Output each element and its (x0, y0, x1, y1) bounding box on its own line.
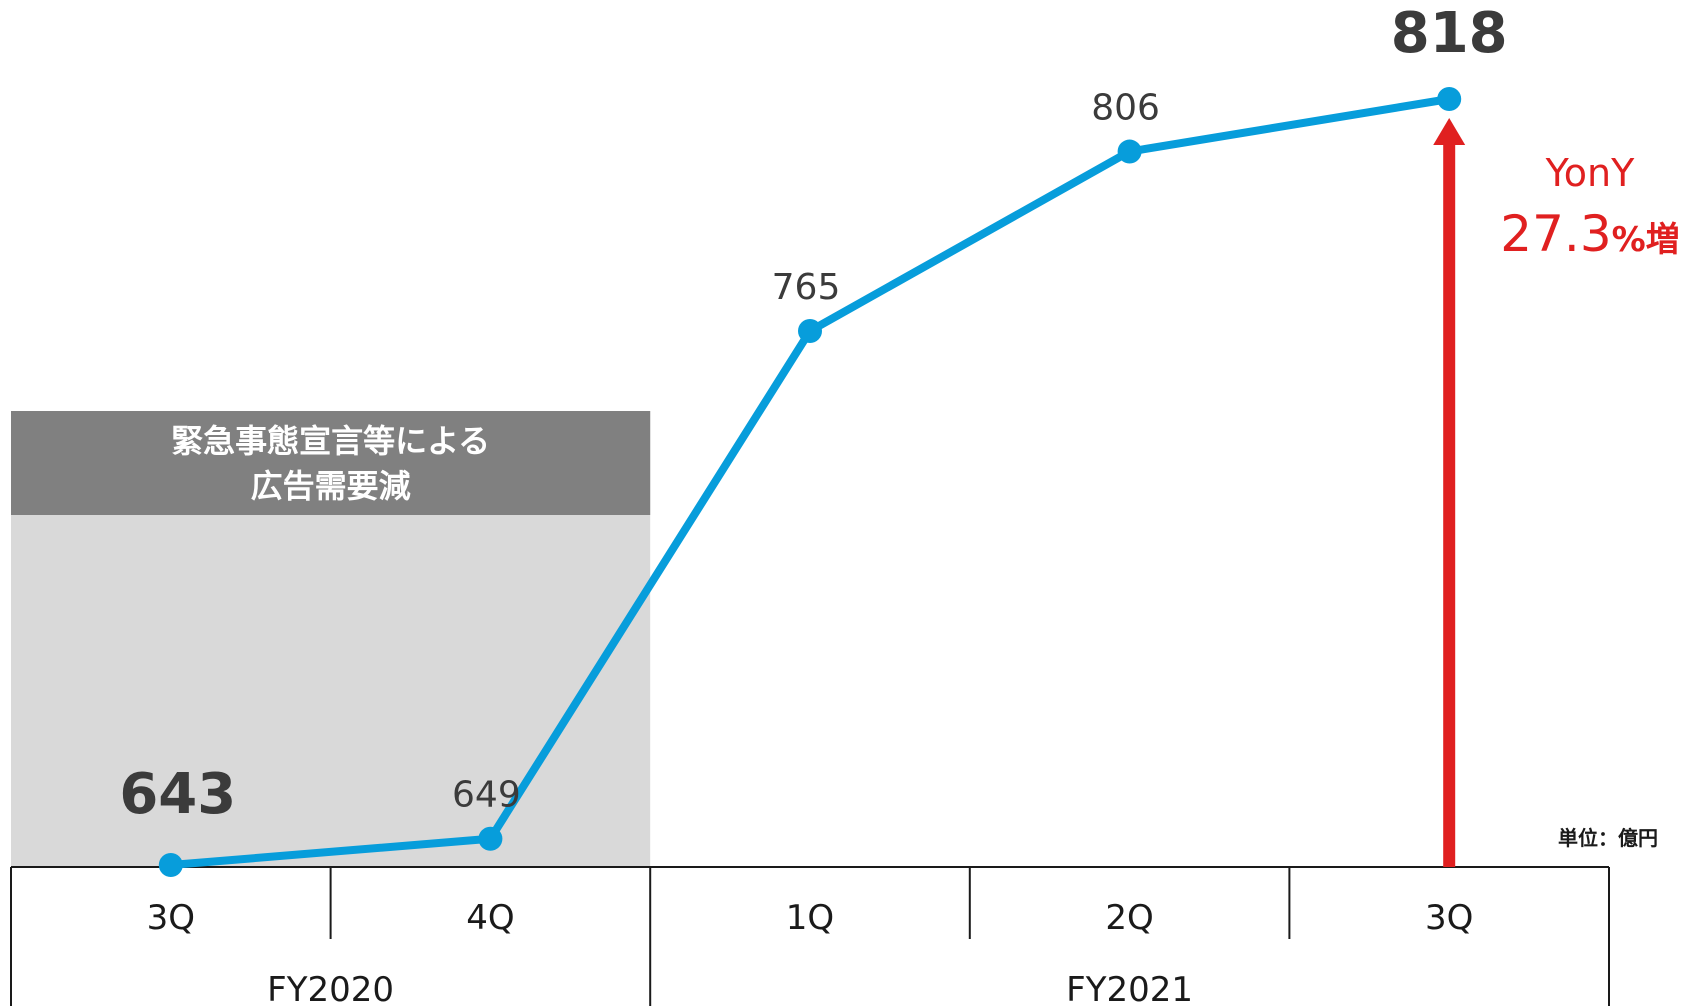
group-label: FY2020 (267, 970, 394, 1006)
shaded-region-title-line-1: 緊急事態宣言等による (171, 422, 490, 460)
unit-label: 単位：億円 (1558, 826, 1658, 850)
data-point (1118, 140, 1142, 164)
data-point (1437, 87, 1461, 111)
yoy-arrow-head (1433, 118, 1465, 145)
data-label: 818 (1391, 1, 1508, 66)
category-label: 2Q (1105, 898, 1153, 938)
data-point (798, 319, 822, 343)
data-label: 765 (772, 267, 841, 308)
yoy-arrow (1433, 118, 1465, 867)
category-label: 4Q (466, 898, 514, 938)
category-label: 1Q (786, 898, 834, 938)
data-point (478, 827, 502, 851)
yoy-annotation-label: YonY (1545, 151, 1635, 195)
data-label: 643 (119, 762, 236, 827)
category-label: 3Q (147, 898, 195, 938)
data-label: 806 (1091, 88, 1160, 129)
data-label: 649 (452, 775, 521, 816)
yoy-annotation: YonY 27.3%増 (1500, 151, 1679, 263)
category-table: 3Q 4Q 1Q 2Q 3Q FY2020 FY2021 (11, 867, 1609, 1006)
group-label: FY2021 (1066, 970, 1193, 1006)
shaded-region: 緊急事態宣言等による 広告需要減 (11, 411, 650, 867)
yoy-annotation-suffix: %増 (1612, 220, 1680, 260)
yoy-annotation-value: 27.3%増 (1500, 205, 1679, 263)
data-point (159, 853, 183, 877)
yoy-annotation-percent: 27.3 (1500, 205, 1611, 263)
shaded-region-title-line-2: 広告需要減 (251, 467, 411, 505)
category-label: 3Q (1425, 898, 1473, 938)
